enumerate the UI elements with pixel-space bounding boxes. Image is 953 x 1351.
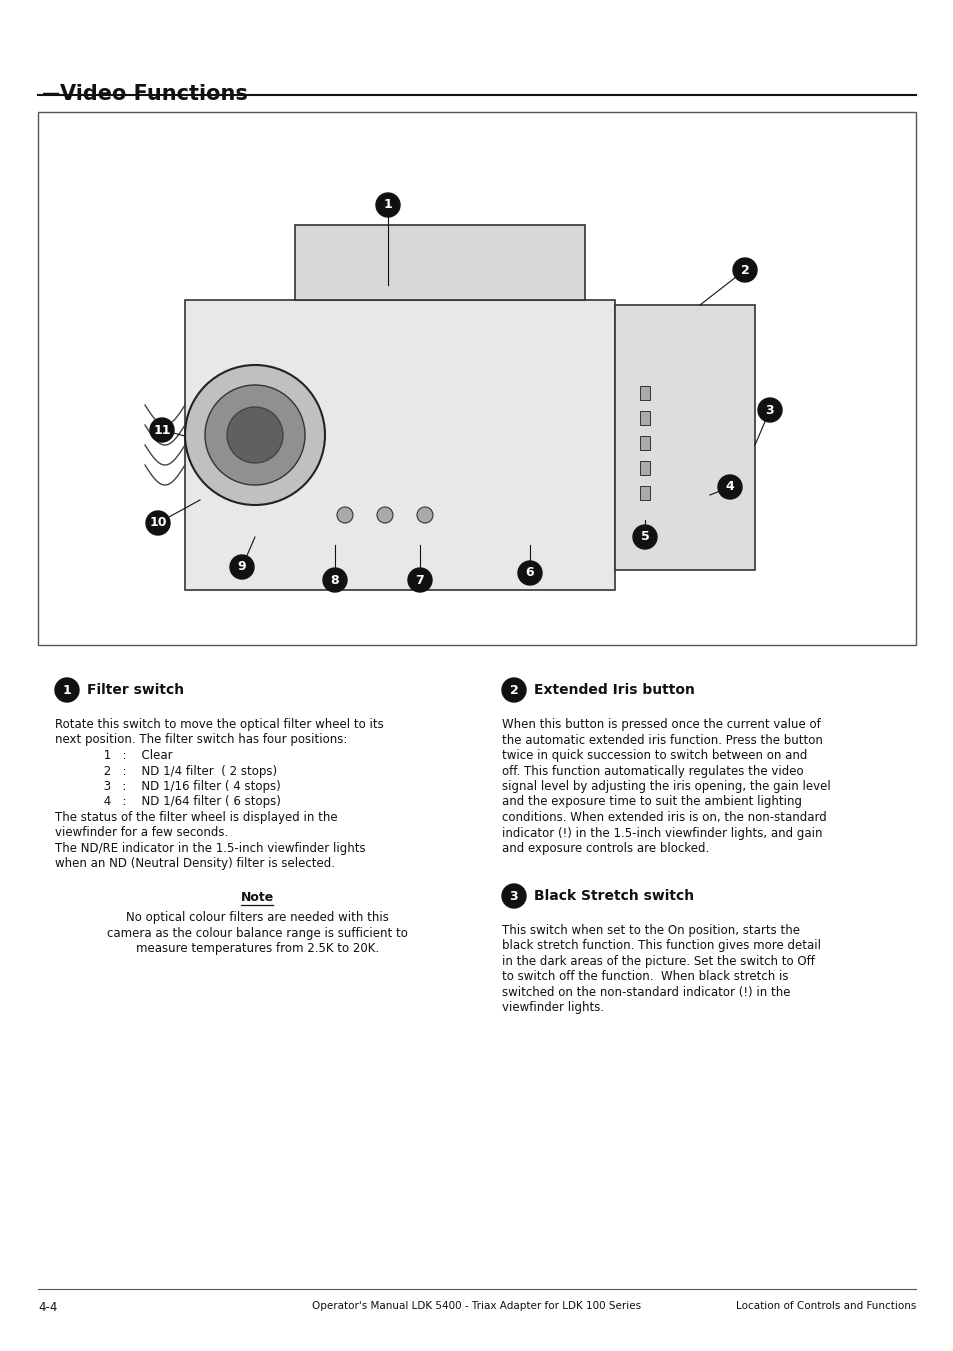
Text: when an ND (Neutral Density) filter is selected.: when an ND (Neutral Density) filter is s… xyxy=(55,858,335,870)
Text: The ND/RE indicator in the 1.5-inch viewfinder lights: The ND/RE indicator in the 1.5-inch view… xyxy=(55,842,365,855)
Text: 1   :    Clear: 1 : Clear xyxy=(55,748,172,762)
Text: —: — xyxy=(42,85,60,103)
Text: signal level by adjusting the iris opening, the gain level: signal level by adjusting the iris openi… xyxy=(501,780,830,793)
Circle shape xyxy=(501,678,525,703)
Text: 2: 2 xyxy=(509,684,517,697)
Text: When this button is pressed once the current value of: When this button is pressed once the cur… xyxy=(501,717,820,731)
Circle shape xyxy=(323,567,347,592)
Text: 10: 10 xyxy=(149,516,167,530)
Text: Operator's Manual LDK 5400 - Triax Adapter for LDK 100 Series: Operator's Manual LDK 5400 - Triax Adapt… xyxy=(313,1301,640,1310)
Circle shape xyxy=(230,555,253,580)
Text: 4   :    ND 1/64 filter ( 6 stops): 4 : ND 1/64 filter ( 6 stops) xyxy=(55,796,280,808)
Text: 4-4: 4-4 xyxy=(38,1301,57,1315)
Text: and exposure controls are blocked.: and exposure controls are blocked. xyxy=(501,842,708,855)
Text: Note: Note xyxy=(240,892,274,904)
Circle shape xyxy=(150,417,173,442)
Text: 3: 3 xyxy=(765,404,774,416)
Text: measure temperatures from 2.5K to 20K.: measure temperatures from 2.5K to 20K. xyxy=(135,942,378,955)
Text: next position. The filter switch has four positions:: next position. The filter switch has fou… xyxy=(55,734,347,747)
Circle shape xyxy=(517,561,541,585)
Text: and the exposure time to suit the ambient lighting: and the exposure time to suit the ambien… xyxy=(501,796,801,808)
Text: black stretch function. This function gives more detail: black stretch function. This function gi… xyxy=(501,939,821,952)
Circle shape xyxy=(205,385,305,485)
Text: Video Functions: Video Functions xyxy=(60,84,248,104)
Text: the automatic extended iris function. Press the button: the automatic extended iris function. Pr… xyxy=(501,734,822,747)
Circle shape xyxy=(408,567,432,592)
Text: in the dark areas of the picture. Set the switch to Off: in the dark areas of the picture. Set th… xyxy=(501,955,814,969)
Text: conditions. When extended iris is on, the non-standard: conditions. When extended iris is on, th… xyxy=(501,811,826,824)
FancyBboxPatch shape xyxy=(185,300,615,590)
Text: This switch when set to the On position, starts the: This switch when set to the On position,… xyxy=(501,924,800,938)
Text: viewfinder for a few seconds.: viewfinder for a few seconds. xyxy=(55,827,228,839)
FancyBboxPatch shape xyxy=(639,411,649,426)
Circle shape xyxy=(185,365,325,505)
Circle shape xyxy=(633,526,657,549)
Circle shape xyxy=(416,507,433,523)
Text: to switch off the function.  When black stretch is: to switch off the function. When black s… xyxy=(501,970,788,984)
FancyBboxPatch shape xyxy=(639,486,649,500)
Circle shape xyxy=(336,507,353,523)
Circle shape xyxy=(501,884,525,908)
Circle shape xyxy=(376,507,393,523)
Circle shape xyxy=(758,399,781,422)
Text: off. This function automatically regulates the video: off. This function automatically regulat… xyxy=(501,765,802,777)
Text: The status of the filter wheel is displayed in the: The status of the filter wheel is displa… xyxy=(55,811,337,824)
FancyBboxPatch shape xyxy=(639,461,649,476)
Text: 6: 6 xyxy=(525,566,534,580)
Text: 7: 7 xyxy=(416,574,424,586)
Text: 2   :    ND 1/4 filter  ( 2 stops): 2 : ND 1/4 filter ( 2 stops) xyxy=(55,765,276,777)
Circle shape xyxy=(146,511,170,535)
FancyBboxPatch shape xyxy=(639,386,649,400)
Circle shape xyxy=(227,407,283,463)
Text: 5: 5 xyxy=(640,531,649,543)
Text: Location of Controls and Functions: Location of Controls and Functions xyxy=(735,1301,915,1310)
FancyBboxPatch shape xyxy=(294,226,584,300)
Text: 1: 1 xyxy=(63,684,71,697)
FancyBboxPatch shape xyxy=(615,305,754,570)
Text: 4: 4 xyxy=(725,481,734,493)
Circle shape xyxy=(718,476,741,499)
FancyBboxPatch shape xyxy=(639,436,649,450)
Text: camera as the colour balance range is sufficient to: camera as the colour balance range is su… xyxy=(107,927,408,939)
Text: Rotate this switch to move the optical filter wheel to its: Rotate this switch to move the optical f… xyxy=(55,717,383,731)
Text: switched on the non-standard indicator (!) in the: switched on the non-standard indicator (… xyxy=(501,986,790,998)
Text: Extended Iris button: Extended Iris button xyxy=(534,684,694,697)
Circle shape xyxy=(375,193,399,218)
Text: 8: 8 xyxy=(331,574,339,586)
Text: Black Stretch switch: Black Stretch switch xyxy=(534,889,694,902)
Text: 11: 11 xyxy=(153,423,171,436)
Text: twice in quick succession to switch between on and: twice in quick succession to switch betw… xyxy=(501,748,806,762)
FancyBboxPatch shape xyxy=(38,112,915,644)
Text: Filter switch: Filter switch xyxy=(87,684,184,697)
Text: No optical colour filters are needed with this: No optical colour filters are needed wit… xyxy=(126,911,389,924)
Text: 2: 2 xyxy=(740,263,749,277)
Text: 9: 9 xyxy=(237,561,246,574)
Circle shape xyxy=(55,678,79,703)
Text: 3: 3 xyxy=(509,889,517,902)
Text: 1: 1 xyxy=(383,199,392,212)
Text: indicator (!) in the 1.5-inch viewfinder lights, and gain: indicator (!) in the 1.5-inch viewfinder… xyxy=(501,827,821,839)
Text: viewfinder lights.: viewfinder lights. xyxy=(501,1001,603,1015)
Circle shape xyxy=(732,258,757,282)
Text: 3   :    ND 1/16 filter ( 4 stops): 3 : ND 1/16 filter ( 4 stops) xyxy=(55,780,280,793)
